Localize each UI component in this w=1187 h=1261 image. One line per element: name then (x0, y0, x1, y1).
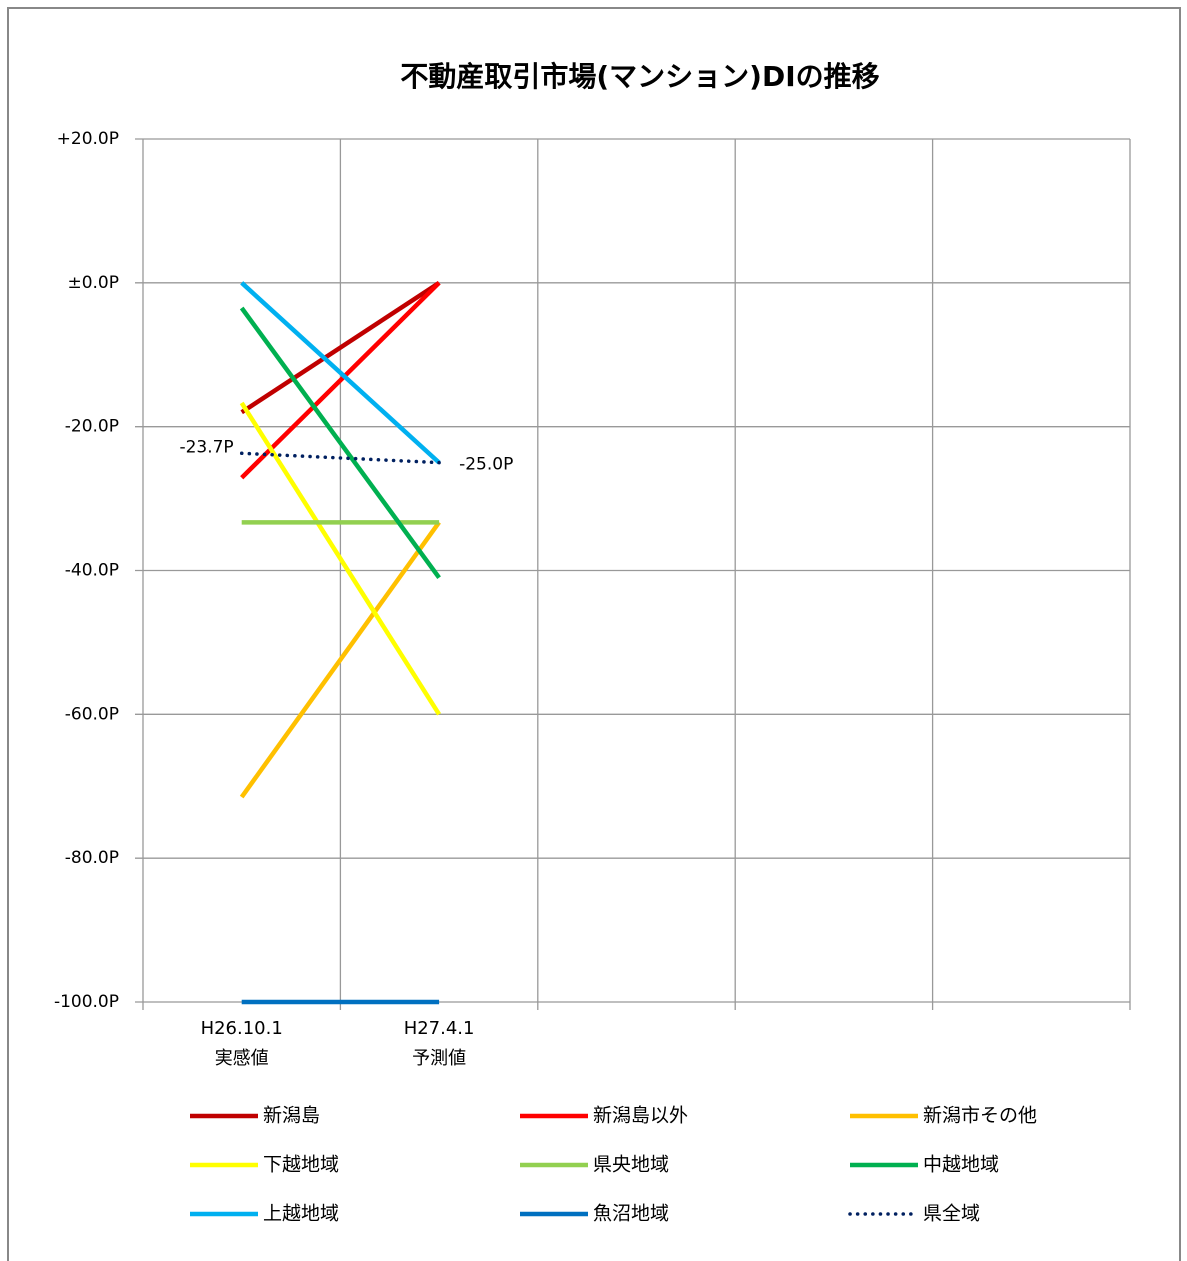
series-line (240, 281, 441, 465)
y-tick-label: -80.0P (65, 848, 119, 868)
series-line (239, 306, 441, 580)
frame (7, 7, 1181, 1261)
y-tick-label: -40.0P (65, 561, 119, 581)
legend-label: 県央地域 (593, 1154, 669, 1176)
legend-label: 県全域 (923, 1203, 980, 1225)
data-label: -23.7P (179, 437, 233, 457)
legend-label: 上越地域 (263, 1203, 339, 1225)
legend-label: 中越地域 (923, 1154, 999, 1176)
series-line (239, 451, 441, 465)
y-tick-label: -20.0P (65, 417, 119, 437)
series-line (239, 521, 441, 799)
legend-label: 魚沼地域 (593, 1203, 669, 1225)
data-label: -25.0P (459, 455, 513, 475)
y-tick-label: -100.0P (54, 992, 119, 1012)
x-tick-label: H26.10.1 実感値 (200, 1018, 283, 1069)
y-tick-label: ±0.0P (67, 273, 119, 293)
y-tick-label: -60.0P (65, 704, 119, 724)
legend-label: 新潟市その他 (923, 1105, 1037, 1127)
y-tick-label: +20.0P (57, 129, 119, 149)
series-line (240, 281, 441, 480)
series-line (240, 280, 441, 415)
chart-title: 不動産取引市場(マンション)DIの推移 (400, 60, 879, 93)
legend-label: 新潟島以外 (593, 1105, 688, 1127)
x-tick-label: H27.4.1 予測値 (403, 1018, 475, 1069)
legend-label: 下越地域 (263, 1154, 339, 1176)
series-line (239, 401, 442, 716)
legend-label: 新潟島 (263, 1105, 320, 1127)
